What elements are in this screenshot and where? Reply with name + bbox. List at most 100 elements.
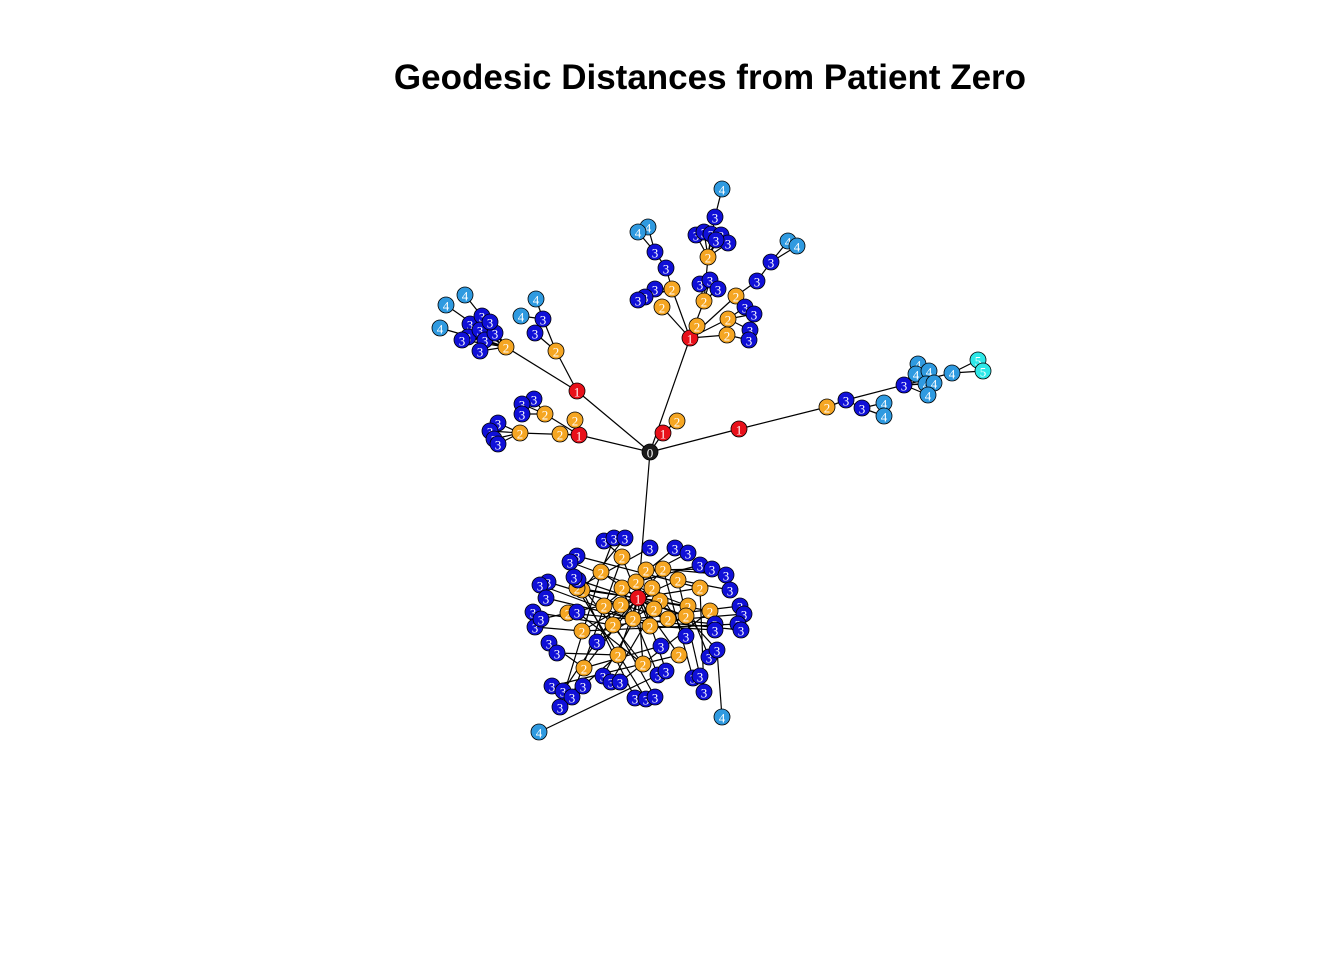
node-label: 3 xyxy=(459,334,466,349)
node-distance-2: 2 xyxy=(643,579,661,597)
node-distance-3: 3 xyxy=(748,272,766,290)
node-label: 4 xyxy=(925,389,932,404)
node-distance-3: 3 xyxy=(895,376,913,394)
node-circle xyxy=(574,677,592,695)
node-label: 3 xyxy=(723,569,730,584)
node-label: 3 xyxy=(537,579,544,594)
node-label: 3 xyxy=(477,345,484,360)
node-circle xyxy=(453,331,471,349)
node-label: 3 xyxy=(701,686,708,701)
node-label: 4 xyxy=(443,299,450,314)
node-circle xyxy=(721,581,739,599)
node-circle xyxy=(654,424,672,442)
node-distance-3: 3 xyxy=(532,610,550,628)
edge xyxy=(576,587,647,700)
node-distance-2: 2 xyxy=(654,560,672,578)
node-circle xyxy=(677,607,695,625)
node-distance-3: 3 xyxy=(574,677,592,695)
node-circle xyxy=(727,287,745,305)
node-label: 3 xyxy=(859,402,866,417)
node-distance-3: 3 xyxy=(561,553,579,571)
node-circle xyxy=(588,633,606,651)
node-distance-2: 2 xyxy=(627,573,645,591)
node-distance-2: 2 xyxy=(818,398,836,416)
plot-title: Geodesic Distances from Patient Zero xyxy=(393,58,1027,97)
edge xyxy=(576,547,651,589)
node-distance-3: 3 xyxy=(629,291,647,309)
edge xyxy=(671,288,691,339)
node-distance-3: 3 xyxy=(641,539,659,557)
edge xyxy=(551,654,680,687)
node-circle xyxy=(652,637,670,655)
node-circle xyxy=(456,286,474,304)
node-label: 3 xyxy=(467,318,474,333)
edge xyxy=(845,384,905,401)
node-label: 3 xyxy=(477,324,484,339)
node-distance-2: 2 xyxy=(624,610,642,628)
node-label: 1 xyxy=(687,332,694,347)
node-label: 3 xyxy=(738,624,745,639)
node-label: 4 xyxy=(794,240,801,255)
node-distance-3: 3 xyxy=(657,662,675,680)
node-label: 3 xyxy=(530,606,537,621)
node-label: 4 xyxy=(915,358,922,373)
node-label: 2 xyxy=(665,613,672,628)
edge xyxy=(649,625,716,631)
node-circle xyxy=(612,596,630,614)
node-circle xyxy=(489,435,507,453)
node-label: 3 xyxy=(713,234,720,249)
node-label: 3 xyxy=(479,310,486,325)
node-label: 2 xyxy=(503,341,510,356)
node-label: 3 xyxy=(741,608,748,623)
edge xyxy=(637,597,711,612)
node-label: 2 xyxy=(619,551,626,566)
node-distance-2: 2 xyxy=(547,342,565,360)
node-label: 2 xyxy=(619,582,626,597)
node-label: 2 xyxy=(579,625,586,640)
node-label: 2 xyxy=(574,582,581,597)
node-distance-3: 3 xyxy=(481,313,499,331)
node-distance-4: 4 xyxy=(713,708,731,726)
node-circle xyxy=(657,662,675,680)
node-distance-2: 2 xyxy=(677,607,695,625)
node-distance-3: 3 xyxy=(740,331,758,349)
node-distance-3: 3 xyxy=(837,391,855,409)
node-label: 4 xyxy=(926,365,933,380)
node-label: 2 xyxy=(517,427,524,442)
node-circle xyxy=(431,319,449,337)
node-distance-2: 2 xyxy=(669,571,687,589)
node-distance-4: 4 xyxy=(431,319,449,337)
node-distance-2: 2 xyxy=(613,579,631,597)
node-circle xyxy=(706,208,724,226)
node-label: 3 xyxy=(751,308,758,323)
node-label: 3 xyxy=(532,327,539,342)
node-distance-3: 3 xyxy=(721,581,739,599)
node-circle xyxy=(713,708,731,726)
node-label: 3 xyxy=(549,680,556,695)
node-label: 4 xyxy=(881,397,888,412)
node-label: 2 xyxy=(615,649,622,664)
edge xyxy=(576,390,651,453)
node-label: 3 xyxy=(746,334,753,349)
node-circle xyxy=(645,600,663,618)
node-label: 2 xyxy=(557,428,564,443)
node-label: 4 xyxy=(931,377,938,392)
node-circle xyxy=(592,563,610,581)
node-circle xyxy=(974,362,992,380)
node-circle xyxy=(707,231,725,249)
node-distance-1: 1 xyxy=(570,426,588,444)
node-distance-3: 3 xyxy=(471,342,489,360)
node-circle xyxy=(527,290,545,308)
node-label: 3 xyxy=(706,651,713,666)
node-circle xyxy=(568,382,586,400)
node-label: 3 xyxy=(901,379,908,394)
node-label: 3 xyxy=(617,676,624,691)
node-distance-2: 2 xyxy=(612,596,630,614)
node-label: 3 xyxy=(747,324,754,339)
node-distance-2: 2 xyxy=(691,579,709,597)
node-circle xyxy=(565,568,583,586)
node-distance-4: 4 xyxy=(629,223,647,241)
node-distance-3: 3 xyxy=(709,280,727,298)
node-label: 3 xyxy=(843,394,850,409)
